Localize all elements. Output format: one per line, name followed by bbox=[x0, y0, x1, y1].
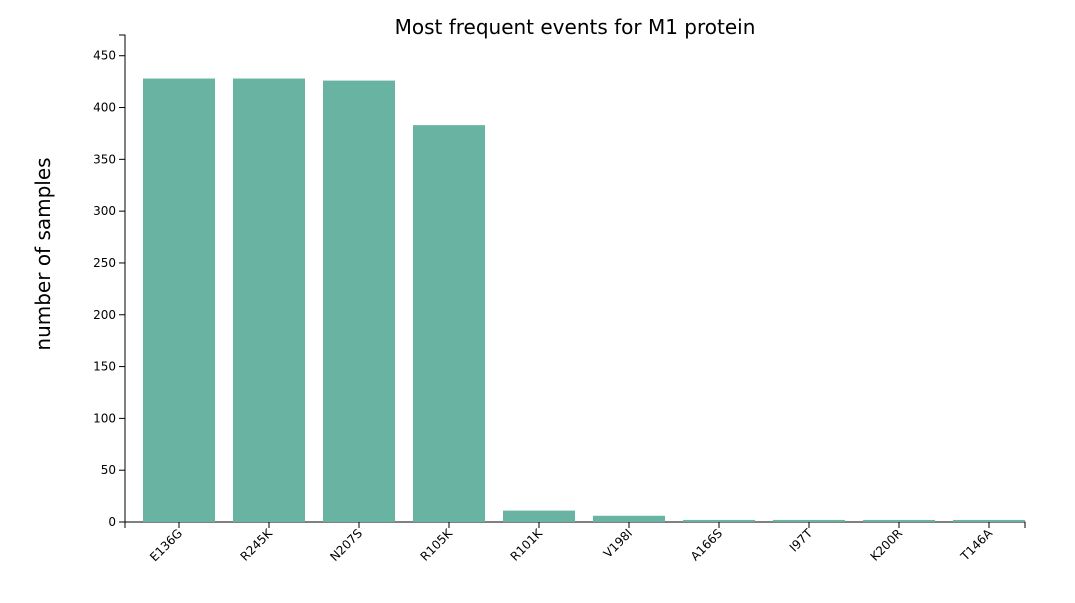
y-tick-label: 100 bbox=[93, 411, 116, 425]
x-tick-label: T146A bbox=[957, 526, 995, 564]
bars bbox=[143, 78, 1025, 523]
bar-k200r bbox=[863, 519, 935, 522]
x-tick-label: A166S bbox=[688, 526, 725, 563]
x-tick-label: R101K bbox=[508, 525, 546, 563]
y-tick-label: 300 bbox=[93, 204, 116, 218]
x-tick-label: E136G bbox=[147, 526, 185, 564]
x-axis-line bbox=[124, 521, 1026, 528]
y-tick-label: 400 bbox=[93, 101, 116, 115]
bar-a166s bbox=[683, 519, 755, 522]
bar-r105k bbox=[413, 125, 485, 523]
bar-t146a bbox=[953, 519, 1025, 522]
y-tick-label: 50 bbox=[101, 463, 116, 477]
y-tick-label: 200 bbox=[93, 308, 116, 322]
x-tick-label: V198I bbox=[601, 526, 635, 560]
bar-v198i bbox=[593, 515, 665, 522]
y-tick-label: 350 bbox=[93, 152, 116, 166]
bar-e136g bbox=[143, 78, 215, 522]
x-tick-label: R105K bbox=[418, 525, 456, 563]
bar-r101k bbox=[503, 510, 575, 522]
y-tick-label: 250 bbox=[93, 256, 116, 270]
chart-title: Most frequent events for M1 protein bbox=[395, 15, 756, 39]
bar-i97t bbox=[773, 519, 845, 522]
y-tick-label: 0 bbox=[108, 515, 116, 529]
bar-r245k bbox=[233, 78, 305, 522]
x-axis: E136G R245K N207S R105K R101K V198I A166S I97T K… bbox=[124, 521, 1026, 564]
y-axis-line bbox=[119, 34, 126, 523]
x-tick-label: N207S bbox=[327, 526, 365, 564]
y-axis: 0 50 100 150 200 250 300 350 400 450 bbox=[93, 34, 126, 529]
x-tick-label: R245K bbox=[238, 525, 276, 563]
y-axis-title: number of samples bbox=[31, 157, 55, 350]
bar-n207s bbox=[323, 80, 395, 522]
x-tick-label: K200R bbox=[868, 526, 906, 564]
y-tick-label: 150 bbox=[93, 360, 116, 374]
x-tick-label: I97T bbox=[787, 526, 816, 555]
y-tick-label: 450 bbox=[93, 49, 116, 63]
